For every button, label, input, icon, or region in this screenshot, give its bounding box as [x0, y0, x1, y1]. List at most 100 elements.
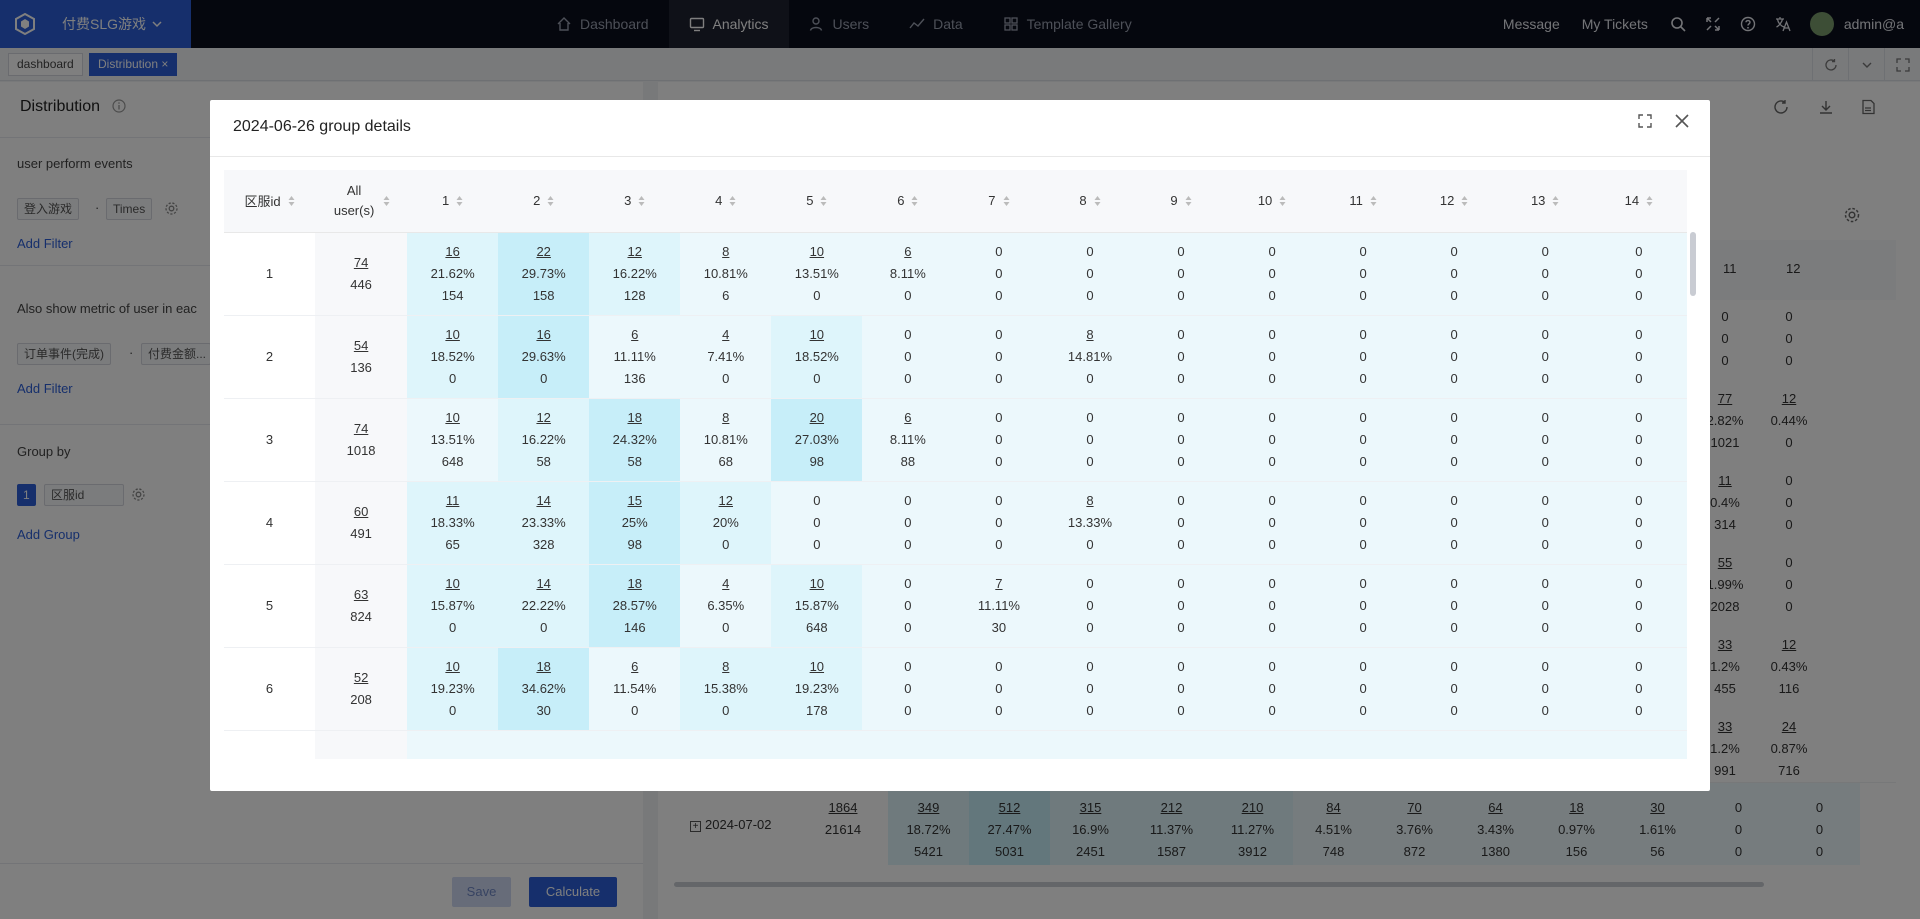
sort-icon [1552, 195, 1559, 206]
users-link[interactable]: 60 [353, 503, 369, 519]
column-header-bucket[interactable]: 14 [1590, 170, 1687, 233]
vertical-scrollbar[interactable] [1690, 232, 1696, 296]
bucket-users[interactable]: 10 [809, 658, 825, 674]
bucket-cell: 0 0 0 [1317, 647, 1409, 731]
bucket-percent: 0 [1635, 348, 1643, 364]
bucket-value: 0 [1635, 702, 1643, 718]
column-header-bucket[interactable]: 9 [1135, 170, 1227, 233]
bucket-cell: 8 14.81% 0 [1044, 315, 1136, 399]
bucket-users[interactable]: 10 [445, 658, 460, 674]
bucket-users[interactable]: 8 [1086, 492, 1094, 508]
bucket-value: 0 [1450, 453, 1458, 469]
bucket-users[interactable]: 12 [718, 492, 733, 508]
bucket-cell: 16 21.62% 154 [407, 232, 499, 316]
bucket-users[interactable]: 22 [536, 243, 551, 259]
column-header-bucket[interactable]: 6 [862, 170, 954, 233]
bucket-value: 0 [1177, 702, 1185, 718]
bucket-users[interactable]: 12 [536, 409, 551, 425]
bucket-cell: 11 18.33% 65 [407, 481, 499, 565]
bucket-cell: 0 [1317, 730, 1409, 759]
bucket-cell: 10 15.87% 0 [407, 564, 499, 648]
bucket-users[interactable]: 8 [722, 409, 730, 425]
bucket-users[interactable]: 12 [627, 243, 642, 259]
column-header-bucket[interactable]: 3 [589, 170, 681, 233]
users-link[interactable]: 52 [353, 669, 369, 685]
bucket-cell: 0 0 0 [1499, 232, 1591, 316]
bucket-value: 0 [722, 370, 730, 386]
bucket-value: 0 [1359, 370, 1367, 386]
sort-icon [1461, 195, 1468, 206]
column-label: 区服id [244, 194, 281, 210]
bucket-users[interactable]: 8 [722, 243, 730, 259]
bucket-users[interactable]: 4 [722, 326, 730, 342]
bucket-percent: 15.87% [430, 597, 475, 613]
bucket-users[interactable]: 8 [1086, 326, 1094, 342]
column-header-bucket[interactable]: 13 [1499, 170, 1591, 233]
bucket-cell: 0 0 0 [953, 315, 1045, 399]
bucket-users[interactable]: 16 [445, 243, 460, 259]
bucket-users[interactable]: 10 [809, 326, 825, 342]
all-users-cell: 74 1018 [315, 398, 408, 482]
bucket-users: 0 [904, 326, 912, 342]
bucket-users: 0 [995, 326, 1003, 342]
bucket-cell: 0 0 0 [862, 315, 954, 399]
bucket-cell: 12 16.22% 58 [498, 398, 590, 482]
column-header-group[interactable]: 区服id [224, 170, 316, 233]
bucket-cell: 0 0 0 [1499, 398, 1591, 482]
bucket-value: 0 [904, 287, 912, 303]
bucket-users[interactable]: 14 [536, 575, 551, 591]
bucket-percent: 21.62% [430, 265, 475, 281]
users-link[interactable]: 74 [353, 420, 369, 436]
bucket-users[interactable]: 10 [445, 575, 460, 591]
bucket-users: 0 [1635, 409, 1643, 425]
column-label: 6 [897, 193, 905, 209]
bucket-users[interactable]: 8 [722, 658, 730, 674]
column-header-bucket[interactable]: 7 [953, 170, 1045, 233]
bucket-percent: 0 [1450, 265, 1458, 281]
column-header-bucket[interactable]: 10 [1226, 170, 1318, 233]
bucket-users[interactable]: 18 [536, 658, 551, 674]
details-table-wrapper[interactable]: 区服id All user(s) 1 2 3 4 5 6 7 8 9 10 11 12 13 14 1 74… [224, 170, 1687, 759]
bucket-percent: 13.33% [1067, 514, 1112, 530]
bucket-users[interactable]: 14 [536, 492, 551, 508]
bucket-users[interactable]: 10 [445, 326, 460, 342]
bucket-users: 0 [1450, 575, 1458, 591]
bucket-percent: 0 [1541, 265, 1549, 281]
maximize-icon[interactable] [1634, 110, 1656, 132]
bucket-users[interactable]: 10 [445, 409, 460, 425]
column-header-all-users[interactable]: All user(s) [315, 170, 408, 233]
users-link[interactable]: 63 [353, 586, 369, 602]
bucket-users[interactable]: 6 [631, 658, 639, 674]
bucket-cell: 0 0 0 [1135, 232, 1227, 316]
bucket-users[interactable]: 20 [809, 409, 825, 425]
bucket-users[interactable]: 6 [631, 326, 639, 342]
bucket-users[interactable]: 6 [904, 243, 912, 259]
bucket-users[interactable]: 18 [627, 575, 642, 591]
bucket-percent: 16.22% [612, 265, 657, 281]
bucket-cell: 0 0 0 [1044, 647, 1136, 731]
bucket-users[interactable]: 7 [995, 575, 1003, 591]
total-value: 491 [350, 525, 372, 541]
column-header-bucket[interactable]: 5 [771, 170, 863, 233]
close-icon[interactable] [1671, 110, 1693, 132]
users-link[interactable]: 74 [353, 254, 369, 270]
table-row: 6 52 208 10 19.23% 0 18 34.62% 30 6 11.54% 0 8 15.38%… [224, 647, 1687, 731]
column-header-bucket[interactable]: 4 [680, 170, 772, 233]
bucket-value: 0 [449, 702, 457, 718]
users-link[interactable]: 54 [353, 337, 369, 353]
bucket-users[interactable]: 4 [722, 575, 730, 591]
bucket-users[interactable]: 16 [536, 326, 551, 342]
bucket-percent: 0 [904, 597, 912, 613]
column-header-bucket[interactable]: 2 [498, 170, 590, 233]
bucket-users[interactable]: 11 [445, 492, 460, 508]
column-header-bucket[interactable]: 8 [1044, 170, 1136, 233]
bucket-users[interactable]: 18 [627, 409, 642, 425]
column-header-bucket[interactable]: 11 [1317, 170, 1409, 233]
bucket-value: 0 [1359, 453, 1367, 469]
bucket-users[interactable]: 15 [627, 492, 642, 508]
bucket-users[interactable]: 10 [809, 575, 825, 591]
bucket-users[interactable]: 10 [809, 243, 825, 259]
bucket-users[interactable]: 6 [904, 409, 912, 425]
column-header-bucket[interactable]: 12 [1408, 170, 1500, 233]
column-header-bucket[interactable]: 1 [407, 170, 499, 233]
